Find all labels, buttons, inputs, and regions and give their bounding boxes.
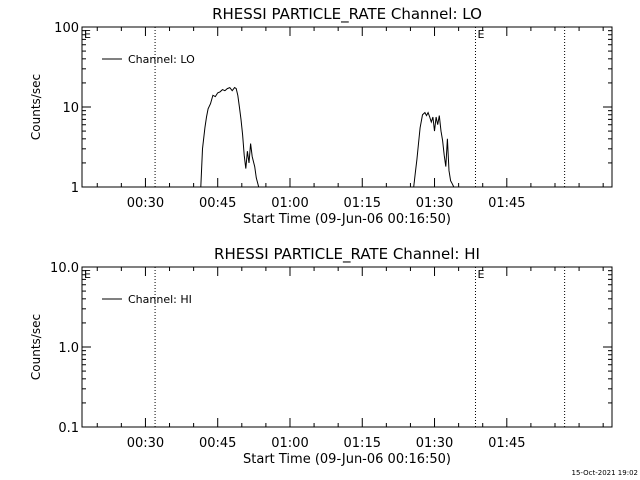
timestamp-footer: 15-Oct-2021 19:02 xyxy=(571,469,638,477)
x-tick-label: 01:30 xyxy=(416,436,453,451)
plot-frame xyxy=(81,26,613,188)
legend-label: Channel: LO xyxy=(128,53,195,66)
x-tick-label: 01:45 xyxy=(488,196,525,211)
x-tick-label: 00:45 xyxy=(199,196,236,211)
chart-title: RHESSI PARTICLE_RATE Channel: LO xyxy=(212,5,482,24)
y-tick-label: 10 xyxy=(62,101,79,116)
plot-frame xyxy=(81,266,613,428)
event-label: E xyxy=(477,28,484,41)
x-axis-label: Start Time (09-Jun-06 00:16:50) xyxy=(243,452,451,467)
legend-label: Channel: HI xyxy=(128,293,192,306)
x-axis-label: Start Time (09-Jun-06 00:16:50) xyxy=(243,212,451,227)
x-tick-label: 00:30 xyxy=(127,436,164,451)
y-axis-label: Counts/sec xyxy=(29,314,43,380)
x-tick-label: 01:00 xyxy=(271,436,308,451)
x-tick-label: 01:15 xyxy=(344,436,381,451)
chart-panel-2: RHESSI PARTICLE_RATE Channel: HI Start Ti… xyxy=(29,245,613,467)
x-tick-label: 00:45 xyxy=(199,436,236,451)
left-event-marker: E xyxy=(84,28,91,41)
event-label: E xyxy=(477,268,484,281)
y-tick-label: 0.1 xyxy=(58,421,79,436)
x-tick-label: 00:30 xyxy=(127,196,164,211)
x-tick-label: 01:30 xyxy=(416,196,453,211)
x-tick-label: 01:00 xyxy=(271,196,308,211)
y-tick-label: 10.0 xyxy=(50,261,79,276)
y-tick-label: 1 xyxy=(71,181,79,196)
y-tick-label: 100 xyxy=(54,21,79,36)
series-line-channel-lo xyxy=(413,111,455,188)
chart-panel-1: RHESSI PARTICLE_RATE Channel: LO Start Ti… xyxy=(29,5,613,227)
chart-title: RHESSI PARTICLE_RATE Channel: HI xyxy=(214,245,480,264)
left-event-marker: E xyxy=(84,268,91,281)
y-axis-label: Counts/sec xyxy=(29,74,43,140)
series-line-channel-lo xyxy=(200,86,260,188)
x-tick-label: 01:45 xyxy=(488,436,525,451)
y-tick-label: 1.0 xyxy=(58,341,79,356)
x-tick-label: 01:15 xyxy=(344,196,381,211)
